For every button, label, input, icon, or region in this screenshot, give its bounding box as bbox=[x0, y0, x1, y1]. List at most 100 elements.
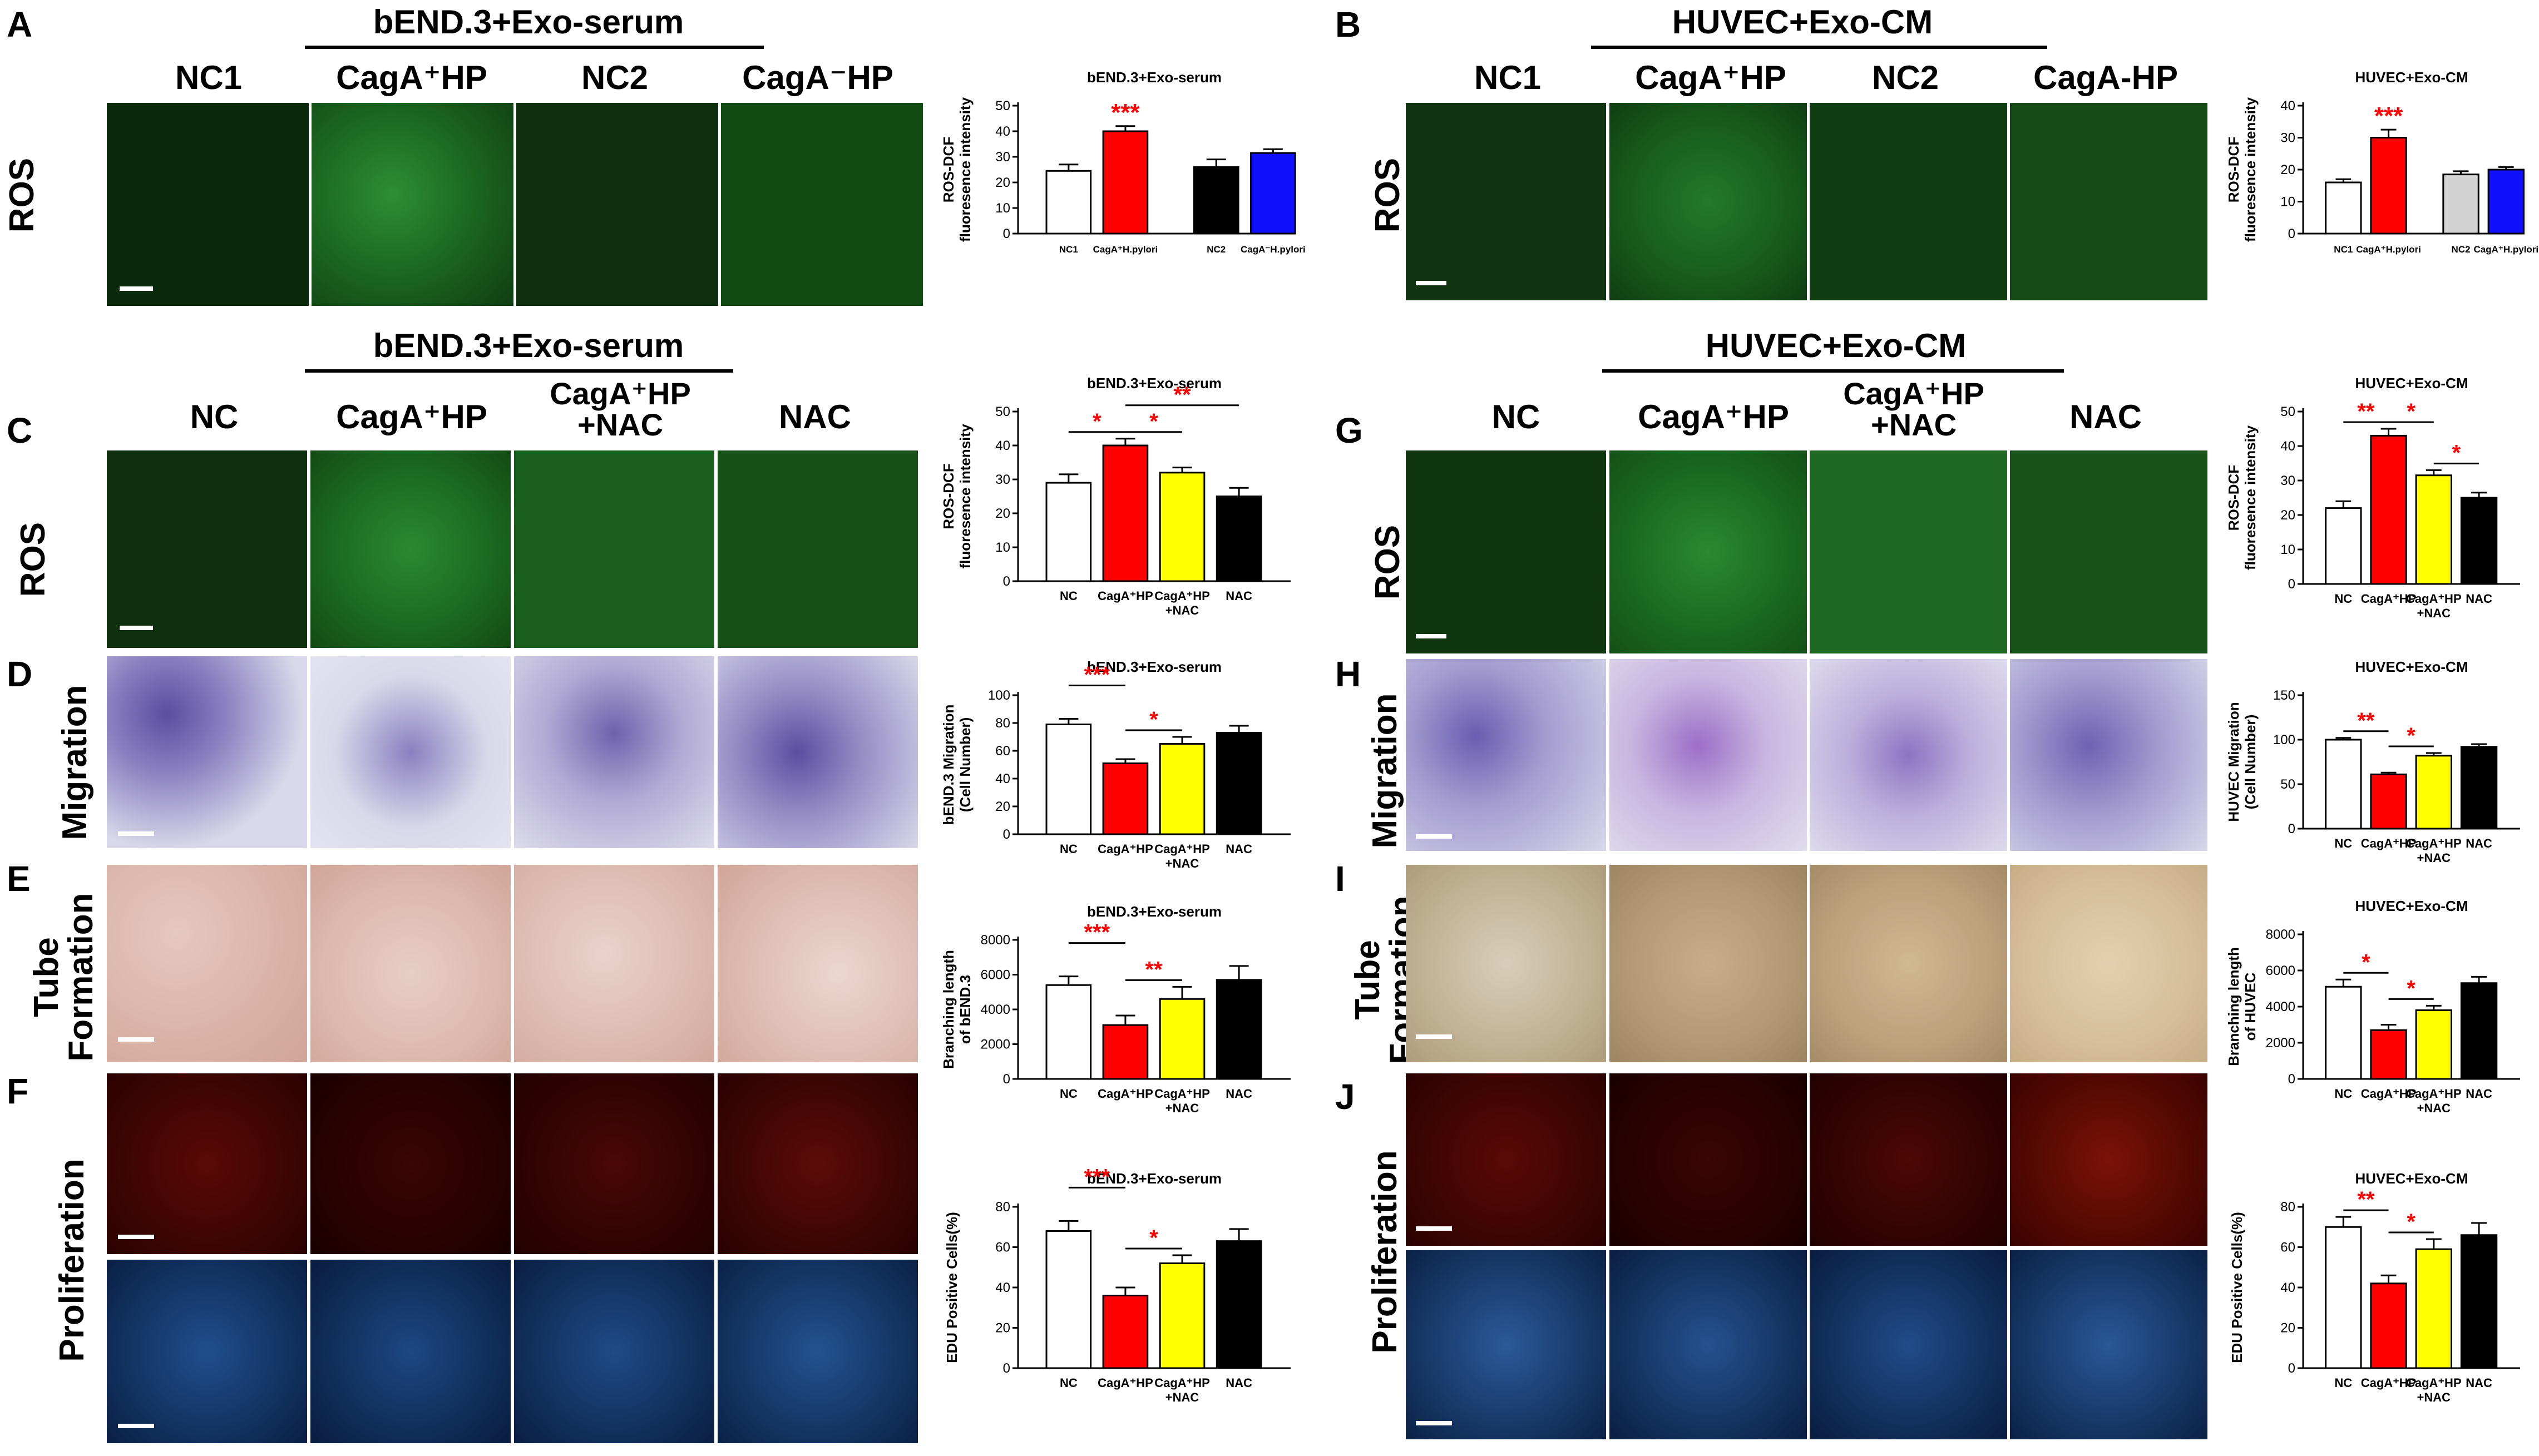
tube-tile-e-nac bbox=[718, 865, 918, 1062]
chart-b: HUVEC+Exo-CM 0 10 20 30 40 ROS-DCFfluoresence … bbox=[2220, 67, 2538, 300]
panel-label-h: H bbox=[1335, 654, 1361, 694]
chart-svg-g: HUVEC+Exo-CM 0 10 20 30 40 50 ROS-DCFfluoresenc… bbox=[2225, 375, 2520, 620]
ros-tile-a-caga-neg bbox=[721, 103, 923, 306]
x-tick-label: CagA⁺HP +NAC bbox=[1154, 589, 1210, 617]
col-head-c-4: NAC bbox=[779, 398, 851, 435]
y-tick-label: 8000 bbox=[2266, 927, 2295, 942]
x-tick-label: CagA⁺HP bbox=[1098, 589, 1153, 603]
ros-tile-c-nc bbox=[107, 450, 307, 648]
dapi-tile-f-nc bbox=[107, 1260, 307, 1443]
bar bbox=[1045, 170, 1092, 235]
y-tick-label: 30 bbox=[995, 472, 1010, 487]
chart-title: bEND.3+Exo-serum bbox=[1087, 69, 1222, 86]
group-title-b: HUVEC+Exo-CM bbox=[1672, 3, 1933, 41]
chart-svg-d: bEND.3+Exo-serum 0 20 40 60 80 100 bEND.3 Migra… bbox=[940, 658, 1291, 870]
x-tick-label: NAC bbox=[1226, 1087, 1252, 1101]
y-tick-label: 2000 bbox=[981, 1037, 1010, 1052]
col-head-b-1: NC1 bbox=[1474, 59, 1542, 96]
dapi-tile-j-nc bbox=[1406, 1250, 1606, 1439]
y-tick-label: 2000 bbox=[2266, 1036, 2295, 1051]
y-tick-label: 80 bbox=[2280, 1200, 2295, 1215]
chart-svg-a: bEND.3+Exo-serum 0 10 20 30 40 50 ROS-DCFfluore… bbox=[940, 69, 1306, 255]
y-tick-label: 20 bbox=[2280, 508, 2295, 523]
scale-bar-a bbox=[120, 286, 153, 291]
bar bbox=[2460, 982, 2498, 1080]
col-head-a-1: NC1 bbox=[175, 59, 243, 96]
scale-bar-c bbox=[120, 626, 153, 630]
row-label-ros-c: ROS bbox=[14, 522, 52, 597]
y-tick-label: 40 bbox=[995, 438, 1010, 453]
y-tick-label: 0 bbox=[1003, 226, 1010, 241]
scale-bar-j-bottom bbox=[1416, 1421, 1452, 1425]
y-tick-label: 0 bbox=[2288, 1361, 2295, 1376]
bar bbox=[2325, 739, 2362, 830]
col-head-b-3: NC2 bbox=[1871, 59, 1939, 96]
x-tick-label: CagA⁺HP +NAC bbox=[2406, 836, 2462, 865]
y-tick-label: 0 bbox=[2288, 1072, 2295, 1087]
y-tick-label: 10 bbox=[995, 201, 1010, 216]
chart-title: HUVEC+Exo-CM bbox=[2355, 1170, 2468, 1187]
bar bbox=[2460, 1234, 2498, 1369]
significance-stars: ** bbox=[2357, 709, 2375, 733]
y-tick-label: 6000 bbox=[2266, 963, 2295, 978]
panel-label-a: A bbox=[7, 4, 33, 44]
migration-tile-d-nac bbox=[718, 656, 918, 848]
bar bbox=[2460, 497, 2498, 585]
scale-bar-i bbox=[1416, 1034, 1452, 1039]
col-head-g-3: CagA⁺HP +NAC bbox=[1843, 376, 1984, 442]
ros-tile-g-caga-pos bbox=[1609, 450, 1807, 653]
scale-bar-g bbox=[1416, 634, 1446, 638]
row-label-migration-d: Migration bbox=[56, 685, 94, 840]
scale-bar-d bbox=[118, 831, 154, 836]
tube-tile-e-caga-nac bbox=[514, 865, 714, 1062]
x-tick-label: CagA⁺HP bbox=[2361, 1376, 2417, 1390]
y-tick-label: 20 bbox=[995, 175, 1010, 190]
edu-tile-j-nc bbox=[1406, 1073, 1606, 1246]
dapi-tile-f-caga-nac bbox=[514, 1260, 714, 1443]
migration-tile-h-caga-pos bbox=[1609, 659, 1807, 851]
col-head-g-1: NC bbox=[1491, 398, 1540, 435]
chart-svg-i: HUVEC+Exo-CM 0 2000 4000 6000 8000 Branching l… bbox=[2225, 898, 2520, 1115]
chart-title: HUVEC+Exo-CM bbox=[2355, 375, 2468, 392]
chart-f: bEND.3+Exo-serum 0 20 40 60 80 EDU Positive Ce… bbox=[935, 1165, 1302, 1435]
group-line-b bbox=[1591, 46, 2047, 49]
ros-tile-g-nc bbox=[1406, 450, 1606, 653]
migration-tile-d-caga-nac bbox=[514, 656, 714, 848]
chart-svg-c: bEND.3+Exo-serum 0 10 20 30 40 50 ROS-DCFfluore… bbox=[940, 375, 1291, 617]
y-axis-label: bEND.3 Migration(Cell Number) bbox=[940, 705, 974, 825]
y-tick-label: 40 bbox=[2280, 1280, 2295, 1295]
edu-tile-f-nac bbox=[718, 1073, 918, 1254]
col-head-g-2: CagA⁺HP bbox=[1638, 398, 1789, 435]
bar bbox=[2370, 1029, 2407, 1080]
bar bbox=[2325, 181, 2362, 235]
dapi-tile-f-nac bbox=[718, 1260, 918, 1443]
bar bbox=[2460, 746, 2498, 830]
panel-label-f: F bbox=[7, 1071, 29, 1111]
edu-tile-j-nac bbox=[2010, 1073, 2207, 1246]
bar bbox=[1045, 724, 1092, 835]
x-tick-label: CagA⁺HP +NAC bbox=[2406, 1376, 2462, 1404]
ros-tile-g-nac bbox=[2010, 450, 2207, 653]
x-tick-label: CagA⁺H.pylori bbox=[1093, 244, 1158, 255]
row-label-ros-a: ROS bbox=[3, 157, 41, 233]
bar bbox=[2370, 773, 2407, 830]
bar bbox=[2415, 1009, 2452, 1080]
row-label-migration-h: Migration bbox=[1366, 693, 1404, 849]
dapi-tile-j-nac bbox=[2010, 1250, 2207, 1439]
y-axis-label: ROS-DCFfluoresence intensity bbox=[940, 424, 974, 569]
y-tick-label: 100 bbox=[988, 688, 1010, 703]
x-tick-label: NAC bbox=[2466, 836, 2492, 850]
ros-tile-b-nc1 bbox=[1406, 103, 1606, 300]
y-tick-label: 80 bbox=[995, 1200, 1010, 1215]
dapi-tile-f-caga-pos bbox=[310, 1260, 511, 1443]
y-axis-label: EDU Positive Cells(%) bbox=[2229, 1212, 2245, 1363]
panel-label-i: I bbox=[1335, 859, 1345, 899]
significance-stars: ** bbox=[1173, 383, 1191, 407]
x-tick-label: CagA⁺HP +NAC bbox=[1154, 842, 1210, 870]
y-axis-label: HUVEC Migration(Cell Number) bbox=[2225, 702, 2259, 821]
y-tick-label: 10 bbox=[2280, 542, 2295, 557]
col-head-b-2: CagA⁺HP bbox=[1635, 59, 1786, 96]
tube-tile-i-caga-pos bbox=[1609, 865, 1807, 1062]
ros-tile-c-nac bbox=[718, 450, 918, 648]
x-tick-label: NC bbox=[2334, 1376, 2352, 1390]
